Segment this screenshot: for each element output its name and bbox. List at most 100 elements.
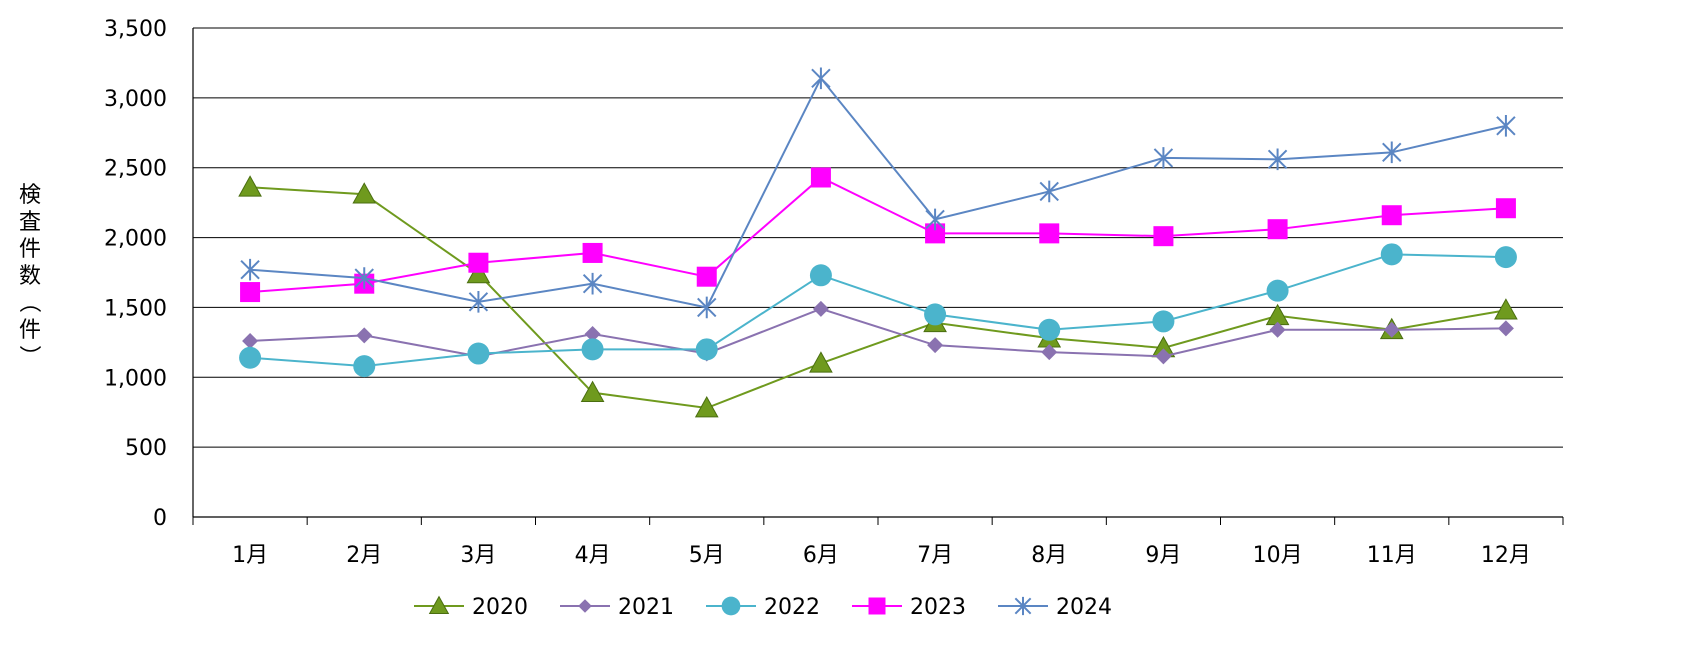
data-point (1153, 147, 1174, 169)
data-point (1269, 321, 1286, 338)
x-tick-labels: 1月 2月 3月 4月 5月 6月 7月 8月 9月 10月 11月 12月 (232, 543, 1531, 568)
legend-marker (1014, 596, 1032, 616)
legend-item-2020: 2020 (414, 595, 528, 620)
data-point (1494, 298, 1518, 320)
data-point (1038, 318, 1061, 341)
data-point (242, 332, 259, 349)
data-point (238, 175, 262, 197)
data-point (1041, 344, 1058, 361)
y-tick-label: 2,500 (104, 157, 167, 182)
data-point (1382, 141, 1402, 164)
data-point (697, 296, 717, 319)
y-tick-label: 500 (125, 436, 167, 461)
data-point (924, 303, 947, 326)
x-tick-label: 2月 (346, 543, 382, 568)
data-point (1267, 219, 1288, 240)
data-point (240, 258, 260, 281)
data-point (582, 242, 603, 263)
data-point (1266, 279, 1289, 302)
data-point (584, 325, 601, 342)
series-line-2024 (250, 76, 1507, 309)
legend-item-2022: 2022 (706, 595, 820, 620)
data-point (582, 272, 603, 295)
data-point (1383, 321, 1400, 338)
x-tick-label: 7月 (917, 543, 953, 568)
legend-marker (578, 599, 592, 613)
data-point (811, 67, 831, 90)
x-tick-label: 11月 (1367, 543, 1417, 568)
series-line-2022 (250, 253, 1506, 368)
data-point (1497, 320, 1514, 337)
legend-marker (721, 596, 741, 616)
data-point (1494, 246, 1517, 269)
data-point (354, 267, 374, 289)
y-tick-label: 2,000 (104, 227, 167, 252)
data-point (468, 291, 489, 313)
data-point (812, 300, 829, 317)
y-axis-label-char: 件 (19, 318, 41, 343)
x-tick-label: 1月 (232, 543, 268, 568)
grid-lines (193, 27, 1563, 448)
data-point (352, 182, 377, 204)
legend-marker (868, 597, 886, 615)
series-2020 (238, 175, 1518, 418)
x-tick-label: 8月 (1031, 543, 1067, 568)
legend-label: 2022 (764, 595, 820, 620)
data-point (356, 327, 373, 344)
y-axis-label-char: （ (16, 291, 41, 313)
data-point (809, 264, 832, 287)
x-tick-label: 3月 (460, 543, 496, 568)
y-axis-label-char: 件 (19, 237, 41, 262)
data-point (1495, 198, 1516, 219)
x-tick-label: 10月 (1253, 543, 1303, 568)
x-tick-label: 9月 (1145, 543, 1181, 568)
data-point (1380, 243, 1403, 266)
series-2022 (239, 243, 1517, 378)
series-line-2023 (250, 176, 1506, 294)
y-axis-label-char: ） (16, 345, 41, 367)
series-line-2020 (250, 186, 1507, 410)
data-point (353, 355, 376, 378)
data-point (695, 338, 718, 361)
data-point (1155, 348, 1172, 365)
series-2024 (240, 67, 1516, 319)
data-point (925, 208, 945, 231)
y-tick-label: 1,000 (104, 366, 167, 391)
data-point (1496, 115, 1516, 137)
legend-item-2023: 2023 (852, 595, 966, 620)
axes (192, 28, 1564, 525)
data-point (1039, 223, 1060, 244)
y-axis-label-char: 査 (19, 210, 41, 235)
y-tick-label: 0 (153, 506, 167, 531)
x-tick-label: 6月 (803, 543, 839, 568)
legend-label: 2023 (910, 595, 966, 620)
y-tick-label: 3,000 (104, 87, 167, 112)
legend-item-2021: 2021 (560, 595, 674, 620)
y-axis-label-char: 検 (19, 183, 41, 208)
data-point (1267, 148, 1288, 171)
data-point (1039, 180, 1059, 203)
legend: 2020 2021 2022 2023 2024 (414, 595, 1112, 620)
series-line-2021 (250, 307, 1506, 358)
series-2021 (242, 300, 1514, 365)
series-2023 (240, 167, 1516, 303)
legend-item-2024: 2024 (998, 595, 1112, 620)
series-lines (238, 67, 1518, 418)
data-point (467, 342, 490, 365)
legend-marker (428, 595, 450, 614)
legend-label: 2024 (1056, 595, 1112, 620)
data-point (468, 252, 489, 273)
data-point (1152, 310, 1175, 333)
y-tick-labels: 0 500 1,000 1,500 2,000 2,500 3,000 3,500 (104, 17, 167, 531)
y-tick-label: 1,500 (104, 296, 167, 321)
data-point (466, 261, 491, 284)
x-tick-label: 4月 (575, 543, 611, 568)
data-point (810, 167, 831, 188)
data-point (239, 346, 262, 369)
x-tick-label: 5月 (689, 543, 725, 568)
data-point (1153, 226, 1174, 247)
data-point (1381, 205, 1402, 226)
data-point (240, 282, 261, 303)
data-point (580, 380, 605, 402)
